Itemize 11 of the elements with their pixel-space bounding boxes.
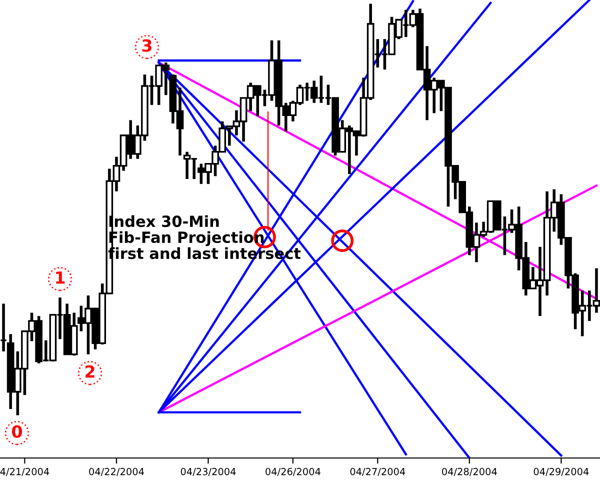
- x-tick-label: 04/28/2004: [442, 468, 497, 476]
- text: 0: [12, 425, 22, 438]
- x-tick-label: 04/22/2004: [89, 468, 144, 476]
- x-tick-label: 04/26/2004: [266, 468, 320, 476]
- x-tick-label: 04/29/2004: [534, 468, 589, 476]
- x-tick-label: 04/23/2004: [180, 468, 236, 476]
- annotation: 3: [142, 39, 152, 52]
- annotation: 1: [56, 271, 65, 284]
- x-tick-label: 04/27/2004: [350, 468, 406, 476]
- x-tick-label: 4/21/2004: [0, 468, 50, 476]
- annotation: 2: [86, 365, 94, 378]
